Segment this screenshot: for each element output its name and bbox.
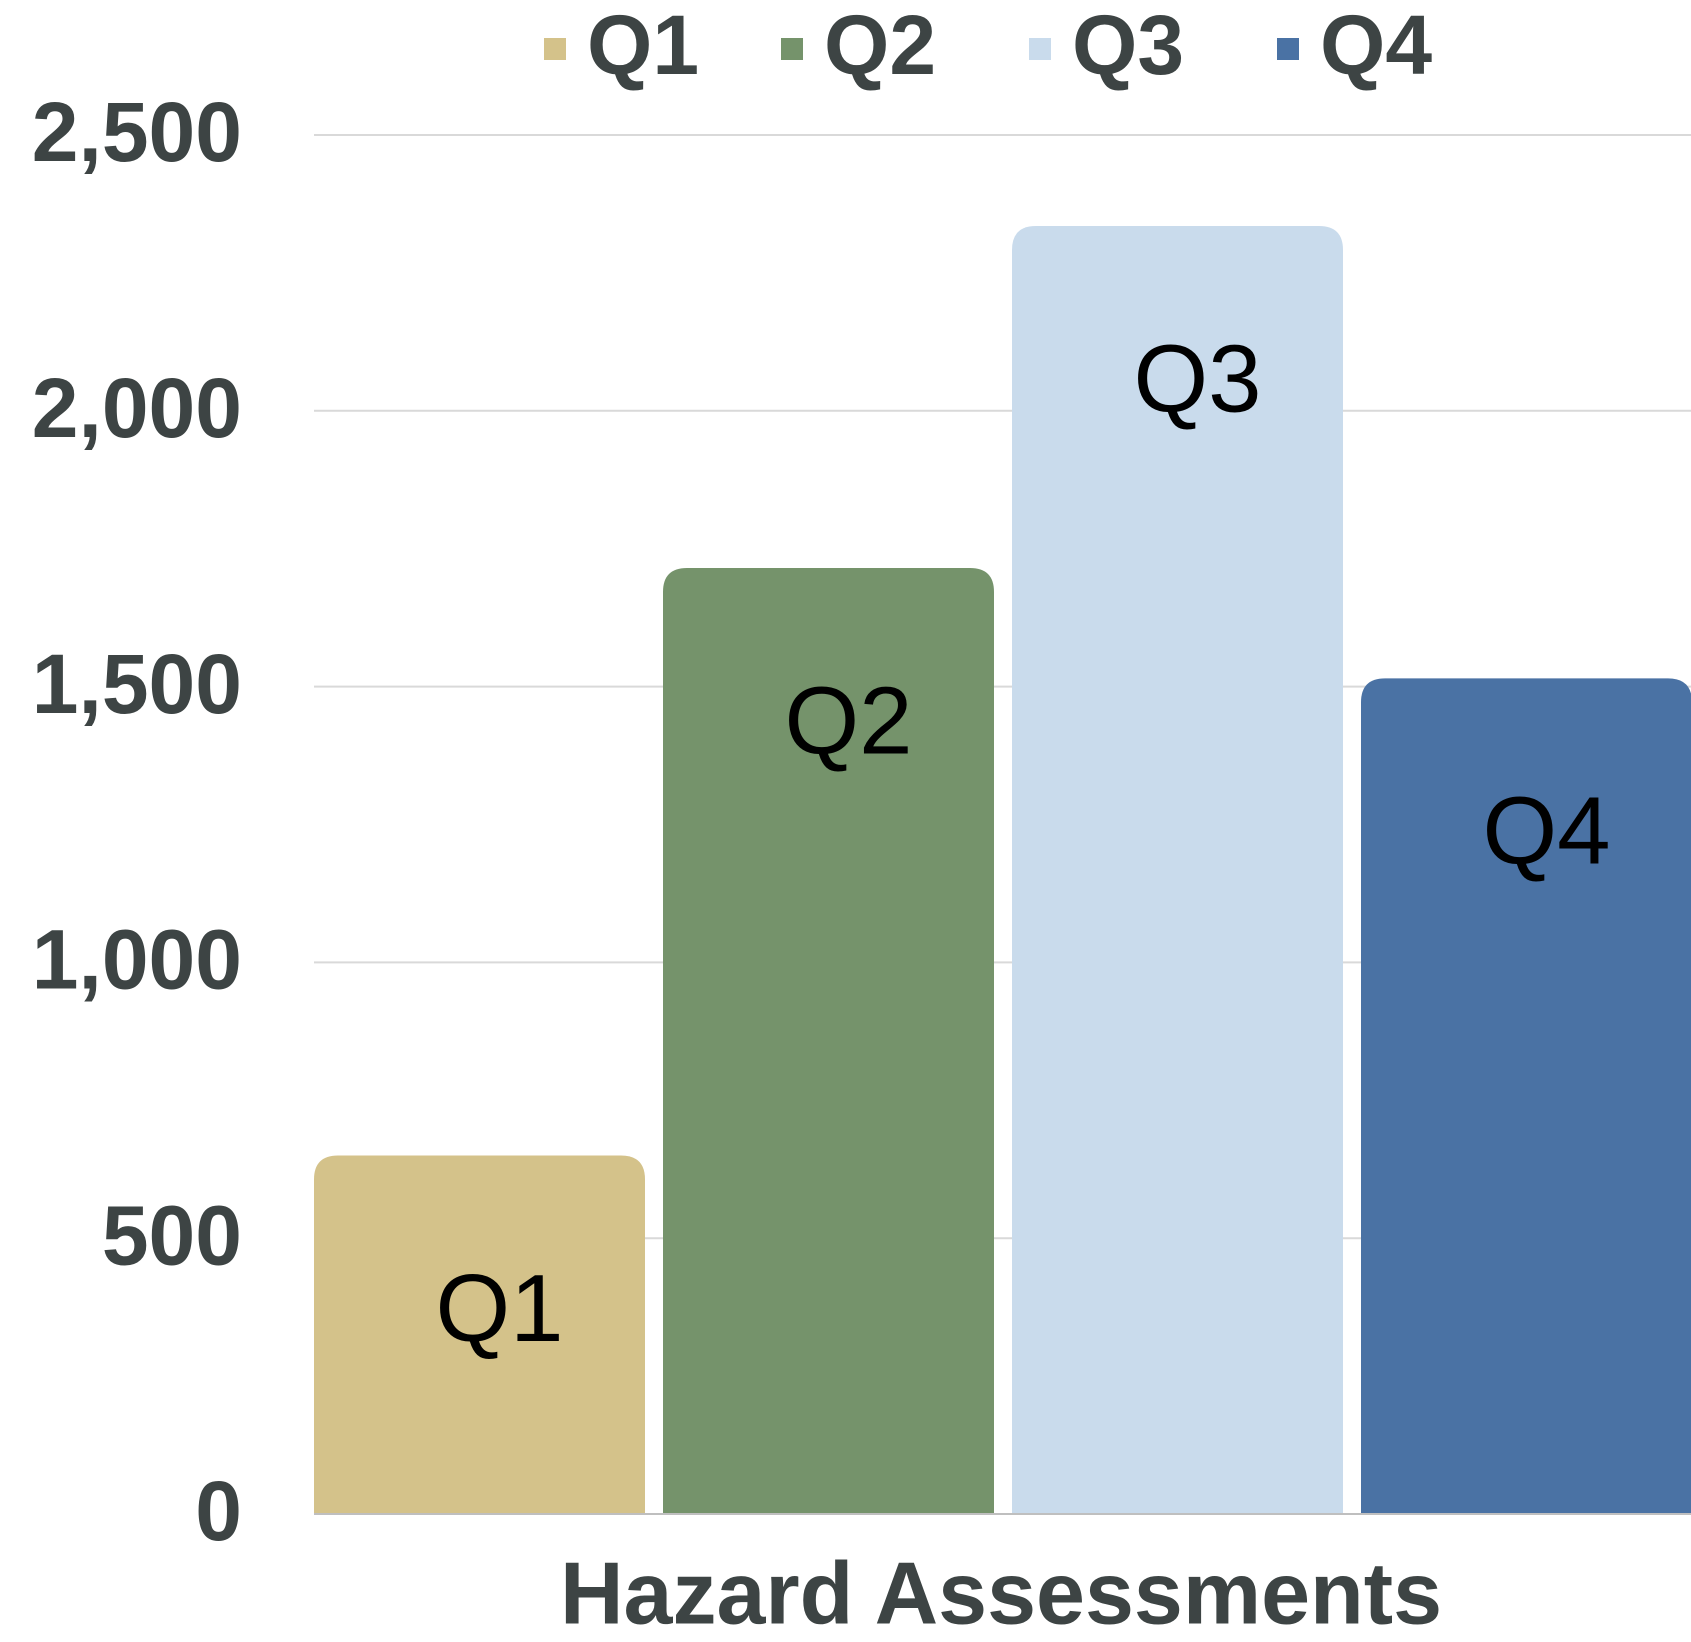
- legend-swatch: [544, 38, 566, 60]
- bar: [314, 1155, 645, 1514]
- legend-label: Q2: [824, 0, 936, 92]
- bar: [663, 568, 994, 1514]
- y-tick-label: 1,500: [32, 637, 242, 731]
- data-label: Q2: [784, 667, 912, 774]
- legend-label: Q3: [1072, 0, 1184, 92]
- y-tick-label: 500: [102, 1188, 242, 1282]
- legend-swatch: [1277, 38, 1299, 60]
- data-label: Q1: [435, 1255, 563, 1362]
- bar: [1012, 226, 1343, 1514]
- legend-label: Q4: [1320, 0, 1432, 92]
- y-tick-label: 2,500: [32, 85, 242, 179]
- y-tick-label: 1,000: [32, 913, 242, 1007]
- x-tick-label: Hazard Assessments: [560, 1543, 1442, 1642]
- bar: [1361, 678, 1691, 1514]
- y-tick-label: 0: [195, 1464, 242, 1558]
- y-tick-label: 2,000: [32, 361, 242, 455]
- data-label: Q3: [1133, 325, 1261, 432]
- legend-swatch: [1029, 38, 1051, 60]
- data-label: Q4: [1482, 778, 1610, 885]
- legend-swatch: [781, 38, 803, 60]
- legend-label: Q1: [587, 0, 699, 92]
